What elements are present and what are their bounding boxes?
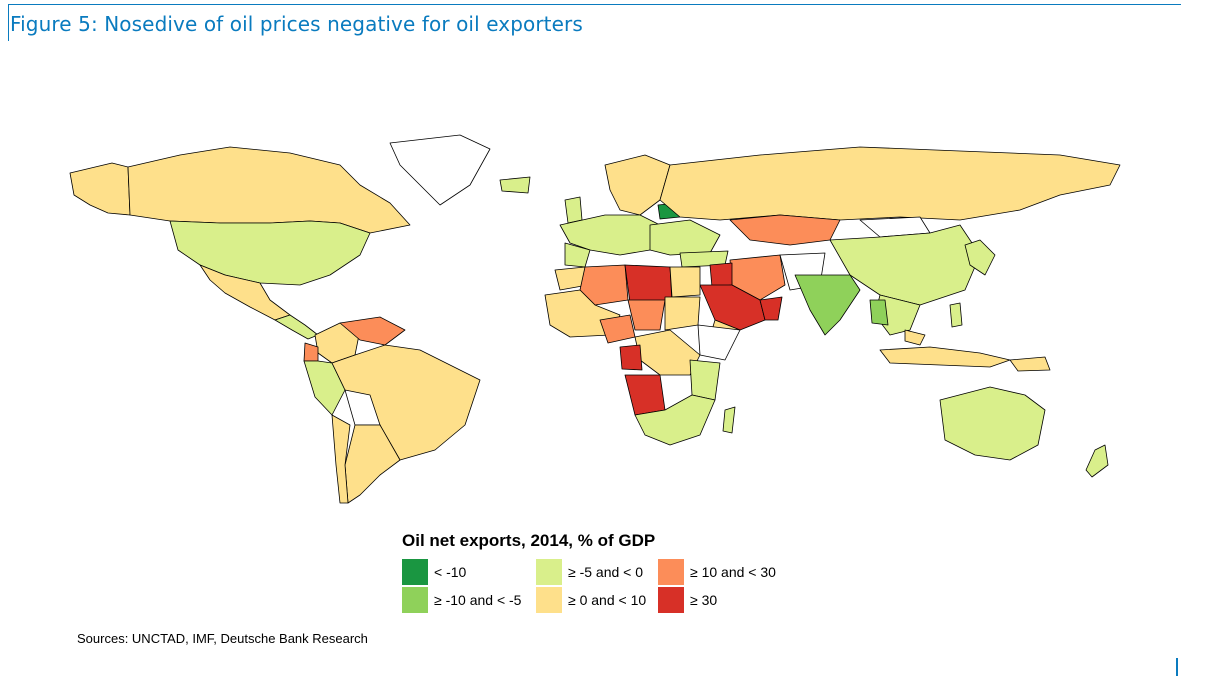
legend-label: < -10: [434, 564, 467, 580]
region-ethiopia-somalia: [697, 324, 741, 361]
region-uk: [564, 196, 583, 224]
legend-item-minus10-to-minus5: ≥ -10 and < -5: [402, 587, 522, 613]
region-indonesia: [879, 346, 1011, 368]
region-scandinavia: [604, 154, 671, 216]
region-kazakhstan: [729, 214, 841, 246]
legend-label: ≥ 0 and < 10: [568, 592, 647, 608]
region-southern-africa: [634, 394, 716, 446]
region-egypt: [669, 266, 701, 298]
legend-item-minus5-to-0: ≥ -5 and < 0: [536, 559, 644, 585]
region-philippines: [949, 302, 963, 328]
region-india: [794, 274, 861, 336]
map-legend: Oil net exports, 2014, % of GDP < -10 ≥ …: [402, 531, 832, 621]
region-ecuador: [303, 342, 319, 362]
region-canada: [127, 146, 411, 234]
legend-item-10-to-30: ≥ 10 and < 30: [658, 559, 776, 585]
legend-label: ≥ -5 and < 0: [568, 564, 644, 580]
legend-swatch: [536, 587, 562, 613]
region-iraq: [709, 262, 733, 288]
world-choropleth-map: [60, 125, 1130, 505]
region-congo-gabon: [619, 344, 643, 371]
region-australia: [939, 386, 1046, 461]
figure-title: Figure 5: Nosedive of oil prices negativ…: [10, 12, 583, 36]
region-iceland: [499, 176, 531, 194]
legend-swatch: [658, 587, 684, 613]
region-eastern-europe: [649, 219, 721, 256]
region-algeria: [579, 264, 629, 306]
region-angola: [624, 374, 666, 416]
corner-accent-mark: [1176, 658, 1178, 676]
legend-item-0-to-10: ≥ 0 and < 10: [536, 587, 647, 613]
region-russia: [659, 146, 1121, 221]
region-new-zealand: [1085, 444, 1109, 478]
region-oman-uae: [759, 296, 783, 321]
legend-swatch: [658, 559, 684, 585]
legend-title: Oil net exports, 2014, % of GDP: [402, 531, 656, 550]
legend-swatch: [536, 559, 562, 585]
region-thailand: [869, 299, 889, 326]
region-greenland: [389, 134, 491, 206]
region-chad-niger: [627, 299, 666, 331]
region-korea-japan: [964, 239, 996, 276]
region-china: [829, 224, 981, 306]
region-east-africa: [689, 359, 721, 401]
region-chile: [331, 414, 351, 504]
legend-swatch: [402, 559, 428, 585]
region-alaska: [69, 162, 131, 216]
legend-label: ≥ 10 and < 30: [690, 564, 776, 580]
legend-swatch: [402, 587, 428, 613]
region-central-america: [274, 314, 319, 340]
region-png: [1009, 356, 1051, 372]
region-nigeria: [599, 314, 636, 344]
region-venezuela: [339, 316, 406, 346]
legend-label: ≥ -10 and < -5: [434, 592, 522, 608]
sources-note: Sources: UNCTAD, IMF, Deutsche Bank Rese…: [77, 631, 368, 646]
region-malaysia: [904, 329, 926, 346]
region-sudan: [664, 296, 701, 331]
legend-label: ≥ 30: [690, 592, 718, 608]
legend-item-ge-30: ≥ 30: [658, 587, 718, 613]
legend-item-lt-minus10: < -10: [402, 559, 467, 585]
figure-header-frame: [8, 4, 1181, 41]
region-madagascar: [722, 406, 736, 434]
region-usa: [169, 220, 371, 286]
